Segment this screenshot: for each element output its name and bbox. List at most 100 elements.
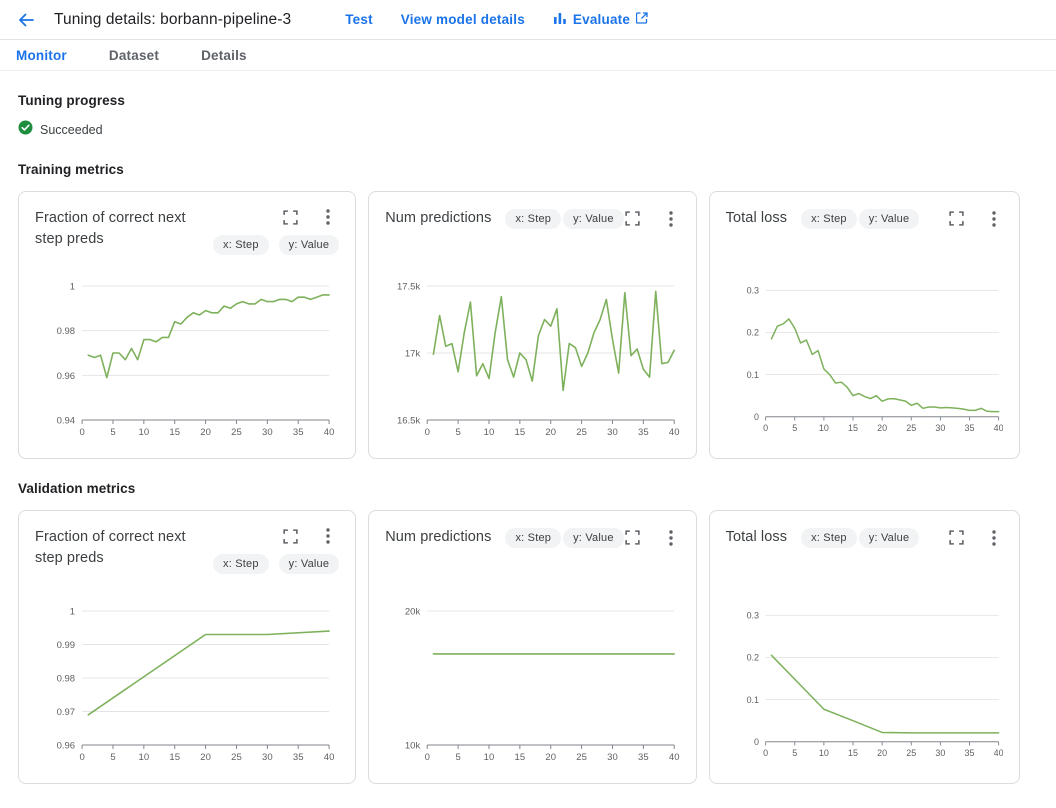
svg-text:0.94: 0.94 — [57, 416, 76, 427]
more-options-icon[interactable] — [319, 527, 337, 545]
chart-title: Total loss — [725, 529, 788, 545]
tab-monitor[interactable]: Monitor — [16, 47, 67, 63]
svg-text:0.98: 0.98 — [57, 326, 76, 337]
more-options-icon[interactable] — [985, 529, 1003, 547]
test-button[interactable]: Test — [345, 12, 373, 27]
chart-card-training-total-loss: Total loss x: Step y: Value 0 0.1 0.2 0.3 0 5… — [708, 191, 1020, 459]
status-badge: Succeeded — [40, 123, 103, 137]
external-link-icon — [635, 12, 648, 27]
chart-card-training-fraction: Fraction of correct next step preds x: S… — [18, 191, 357, 459]
svg-text:25: 25 — [231, 752, 242, 763]
svg-text:0.99: 0.99 — [57, 640, 76, 651]
svg-text:10: 10 — [139, 752, 150, 763]
svg-text:17k: 17k — [405, 349, 421, 360]
x-axis-chip[interactable]: x: Step — [801, 208, 857, 229]
validation-cards-row: Fraction of correct next step preds x: S… — [18, 510, 1020, 784]
svg-text:20: 20 — [546, 752, 557, 763]
chart-title: Num predictions — [385, 529, 492, 545]
svg-text:0: 0 — [763, 748, 768, 758]
svg-text:0.1: 0.1 — [746, 695, 758, 705]
tab-details[interactable]: Details — [201, 47, 247, 63]
svg-text:10: 10 — [484, 752, 495, 763]
svg-text:10: 10 — [484, 427, 495, 438]
svg-text:10: 10 — [139, 427, 150, 438]
svg-text:40: 40 — [993, 423, 1003, 433]
y-axis-chip[interactable]: y: Value — [563, 208, 624, 229]
svg-text:0: 0 — [754, 412, 759, 422]
svg-text:25: 25 — [906, 748, 916, 758]
svg-text:35: 35 — [293, 427, 304, 438]
svg-text:35: 35 — [293, 752, 304, 763]
svg-text:0: 0 — [763, 423, 768, 433]
y-axis-chip[interactable]: y: Value — [278, 235, 340, 255]
training-metrics-heading: Training metrics — [18, 162, 124, 177]
more-options-icon[interactable] — [662, 529, 680, 547]
svg-text:40: 40 — [669, 427, 680, 438]
more-options-icon[interactable] — [662, 210, 680, 228]
svg-text:20: 20 — [200, 752, 211, 763]
svg-text:40: 40 — [993, 748, 1003, 758]
svg-text:1: 1 — [70, 282, 75, 293]
svg-text:40: 40 — [669, 752, 680, 763]
chart-card-training-num-predictions: Num predictions x: Step y: Value 16.5k 17… — [368, 191, 697, 459]
x-axis-chip[interactable]: x: Step — [213, 235, 269, 255]
line-chart: 0 0.1 0.2 0.3 0 5 10 15 20 25 30 35 40 — [746, 611, 1003, 758]
x-axis-chip[interactable]: x: Step — [505, 208, 562, 229]
fullscreen-icon[interactable] — [281, 527, 299, 545]
view-model-details-button[interactable]: View model details — [400, 12, 525, 27]
chart-card-validation-total-loss: Total loss x: Step y: Value 0 0.1 0.2 0.3 0 5… — [708, 510, 1020, 784]
y-axis-chip[interactable]: y: Value — [858, 208, 920, 229]
svg-text:17.5k: 17.5k — [397, 282, 420, 293]
x-axis-chip[interactable]: x: Step — [505, 527, 562, 548]
y-axis-chip[interactable]: y: Value — [563, 527, 624, 548]
svg-text:35: 35 — [964, 423, 974, 433]
chart-card-validation-num-predictions: Num predictions x: Step y: Value 10k 20k 0… — [368, 510, 697, 784]
check-circle-icon — [18, 120, 33, 140]
app-bar: Tuning details: borbann-pipeline-3 Test … — [0, 0, 1056, 40]
svg-text:25: 25 — [577, 427, 588, 438]
validation-metrics-heading: Validation metrics — [18, 481, 136, 496]
svg-text:5: 5 — [792, 423, 797, 433]
svg-text:15: 15 — [169, 752, 180, 763]
svg-text:20: 20 — [200, 427, 211, 438]
appbar-actions: Test View model details Evaluate — [317, 12, 648, 28]
svg-text:35: 35 — [638, 752, 649, 763]
fullscreen-icon[interactable] — [947, 529, 965, 547]
svg-text:20k: 20k — [405, 607, 421, 618]
svg-text:15: 15 — [515, 752, 526, 763]
svg-text:30: 30 — [935, 748, 945, 758]
more-options-icon[interactable] — [319, 208, 337, 226]
svg-text:35: 35 — [638, 427, 649, 438]
back-arrow-icon[interactable] — [14, 8, 38, 32]
fullscreen-icon[interactable] — [281, 208, 299, 226]
svg-text:15: 15 — [169, 427, 180, 438]
fullscreen-icon[interactable] — [624, 210, 642, 228]
x-axis-chip[interactable]: x: Step — [801, 527, 857, 548]
svg-text:25: 25 — [231, 427, 242, 438]
y-axis-chip[interactable]: y: Value — [858, 527, 920, 548]
svg-text:0: 0 — [425, 752, 430, 763]
svg-text:20: 20 — [877, 423, 887, 433]
svg-text:40: 40 — [324, 752, 335, 763]
svg-text:10: 10 — [819, 748, 829, 758]
bar-chart-icon — [553, 12, 567, 28]
line-chart: 0 0.1 0.2 0.3 0 5 10 15 20 25 30 35 40 — [746, 286, 1003, 433]
fullscreen-icon[interactable] — [624, 529, 642, 547]
chart-title: Fraction of correct next step preds — [35, 529, 186, 567]
y-axis-chip[interactable]: y: Value — [278, 554, 340, 574]
tab-dataset[interactable]: Dataset — [108, 47, 160, 63]
more-options-icon[interactable] — [985, 210, 1003, 228]
svg-text:30: 30 — [262, 752, 273, 763]
chart-title: Fraction of correct next step preds — [35, 210, 186, 248]
svg-text:30: 30 — [607, 752, 618, 763]
svg-text:10: 10 — [819, 423, 829, 433]
svg-text:0: 0 — [79, 752, 84, 763]
fullscreen-icon[interactable] — [947, 210, 965, 228]
evaluate-button[interactable]: Evaluate — [553, 12, 648, 28]
svg-text:5: 5 — [110, 427, 115, 438]
x-axis-chip[interactable]: x: Step — [213, 554, 269, 574]
training-cards-row: Fraction of correct next step preds x: S… — [18, 191, 1020, 459]
svg-text:0: 0 — [754, 737, 759, 747]
svg-text:15: 15 — [848, 748, 858, 758]
